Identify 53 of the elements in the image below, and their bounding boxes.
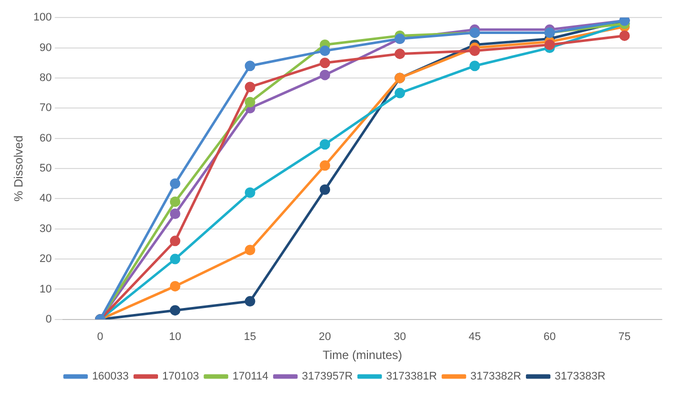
y-tick-label: 100 xyxy=(33,12,52,24)
point xyxy=(619,30,630,41)
point xyxy=(244,82,256,92)
y-tick-label: 40 xyxy=(40,192,52,205)
point xyxy=(170,236,180,246)
y-tick-label: 10 xyxy=(40,283,52,296)
point xyxy=(320,139,330,150)
y-tick-label: 90 xyxy=(40,42,52,54)
point xyxy=(170,208,180,220)
point xyxy=(394,48,406,60)
point xyxy=(320,46,330,56)
point xyxy=(170,178,180,189)
point xyxy=(244,244,256,256)
legend-label: 3173381R xyxy=(386,370,437,383)
y-tick-label: 30 xyxy=(40,222,52,235)
legend-label: 160033 xyxy=(92,370,129,383)
point xyxy=(244,296,256,307)
y-tick-label: 0 xyxy=(46,313,52,326)
point xyxy=(244,60,256,72)
y-tick-label: 80 xyxy=(40,72,52,84)
point xyxy=(244,187,256,198)
x-tick-label: 15 xyxy=(244,331,256,344)
x-tick-label: 60 xyxy=(544,331,556,344)
point xyxy=(320,70,330,80)
x-tick-label: 0 xyxy=(97,331,104,344)
y-tick-label: 60 xyxy=(40,132,52,144)
point xyxy=(170,196,180,207)
x-tick-label: 45 xyxy=(468,331,481,344)
x-tick-label: 30 xyxy=(394,331,406,344)
legend-label: 3173383R xyxy=(554,370,606,383)
point xyxy=(170,254,180,264)
y-tick-label: 50 xyxy=(40,162,52,175)
point xyxy=(469,46,480,56)
legend-label: 3173957R xyxy=(302,370,353,383)
point xyxy=(244,96,256,108)
point xyxy=(544,40,555,50)
x-axis-title: Time (minutes) xyxy=(322,348,402,362)
point xyxy=(469,60,480,72)
point xyxy=(170,280,180,292)
x-tick-label: 20 xyxy=(318,331,332,344)
y-tick-label: 70 xyxy=(40,102,52,114)
legend-label: 170114 xyxy=(232,370,268,383)
point xyxy=(320,58,330,68)
point xyxy=(394,88,406,98)
x-tick-label: 75 xyxy=(618,331,631,344)
y-tick-label: 20 xyxy=(40,253,52,266)
point xyxy=(320,184,330,195)
legend-label: 170103 xyxy=(162,370,199,383)
x-tick-label: 10 xyxy=(168,331,182,344)
point xyxy=(320,160,330,171)
y-axis-title: % Dissolved xyxy=(12,135,26,202)
legend-label: 3173382R xyxy=(470,370,522,383)
point xyxy=(170,305,180,316)
